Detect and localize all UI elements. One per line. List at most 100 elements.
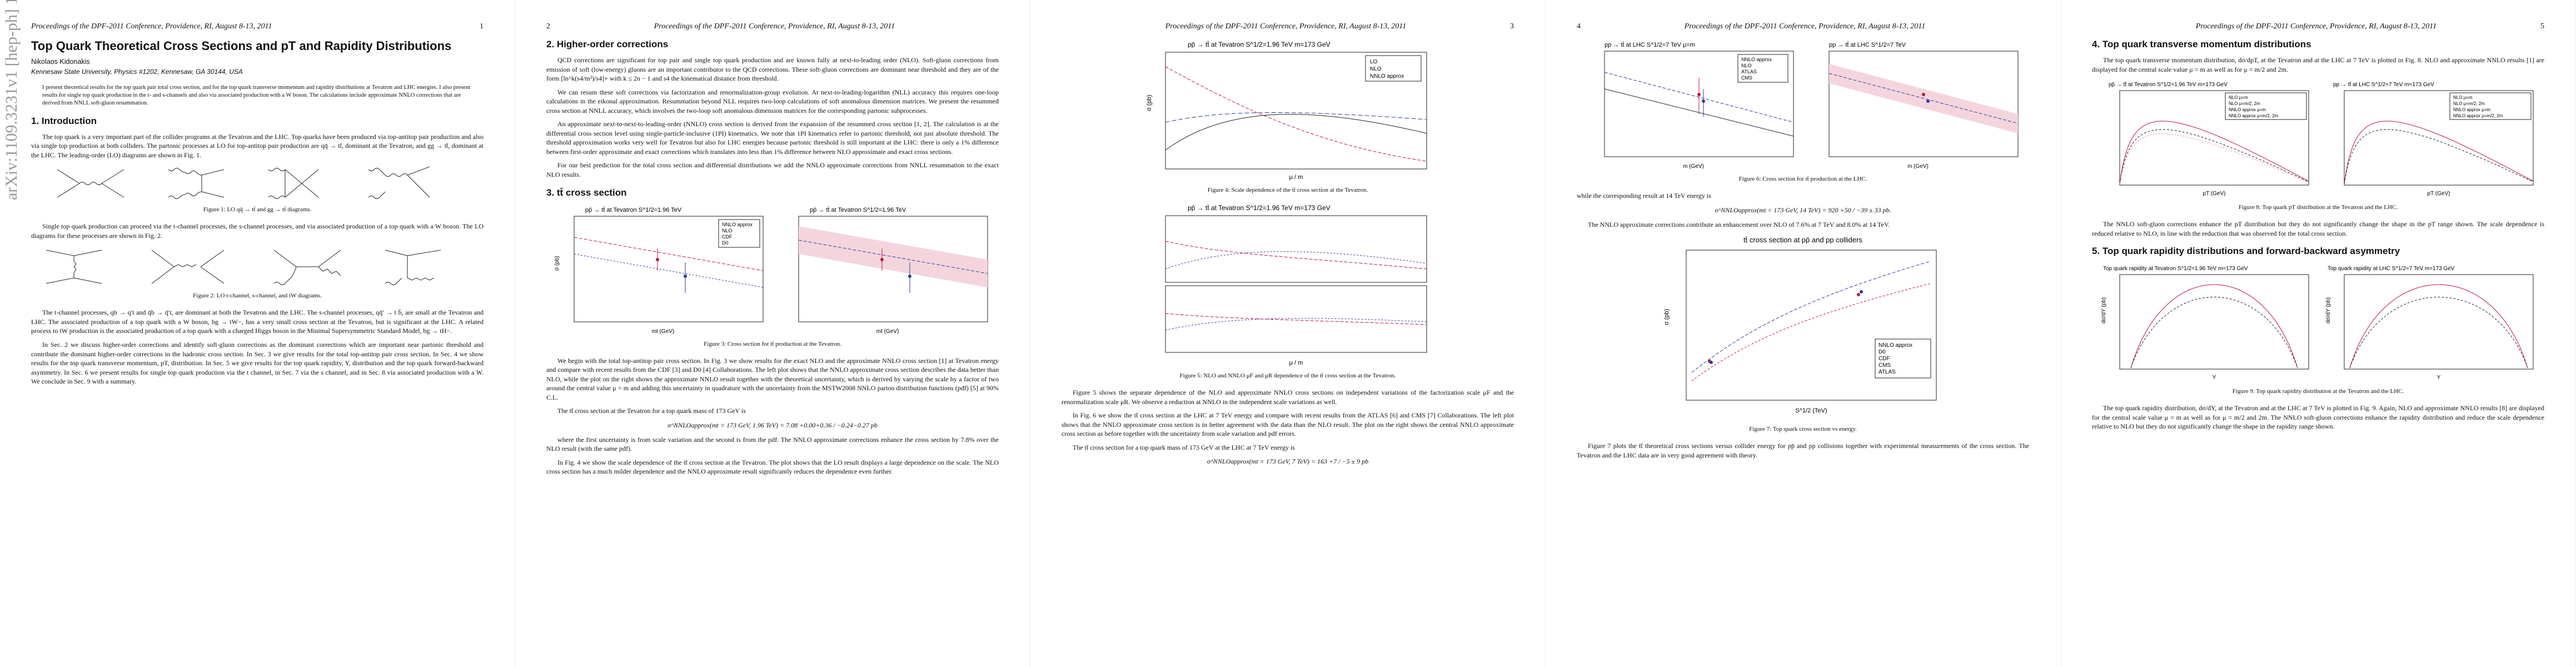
figure-7: tt̄ cross section at pp̄ and pp collider…	[1577, 233, 2029, 422]
plot-legend	[2449, 92, 2532, 120]
running-head-text: Proceedings of the DPF-2011 Conference, …	[654, 22, 895, 31]
fig3-left-plot: pp̄ → tt̄ at Tevatron S^1/2=1.96 TeV NNL…	[554, 206, 764, 335]
figure-caption: Figure 7: Top quark cross section vs ene…	[1749, 426, 1857, 433]
plot-frame	[1165, 52, 1427, 170]
y-axis-label: σ (pb)	[554, 256, 560, 271]
page-number: 5	[2540, 22, 2544, 31]
plot-title: pp̄ → tt̄ at Tevatron S^1/2=1.96 TeV	[585, 206, 682, 213]
paragraph: The t-channel processes, qb → q′t and q̄…	[31, 308, 484, 335]
cdf-point	[1710, 361, 1713, 365]
page-1: Proceedings of the DPF-2011 Conference, …	[0, 0, 515, 667]
plot-frame	[1828, 51, 2019, 157]
nlo-mur-curve	[1165, 241, 1427, 270]
y-axis-label: σ (pb)	[1146, 95, 1153, 111]
fig5-plot: pp̄ → tt̄ at Tevatron S^1/2=1.96 TeV m=1…	[1165, 204, 1427, 366]
fig9-right-plot: Top quark rapidity at LHC S^1/2=7 TeV m=…	[2325, 266, 2534, 381]
running-head: 4 Proceedings of the DPF-2011 Conference…	[1577, 22, 2029, 31]
fig9-left-plot: Top quark rapidity at Tevatron S^1/2=1.9…	[2101, 266, 2309, 381]
paragraph: For our best prediction for the total cr…	[546, 161, 999, 179]
nnlo-curve	[2344, 121, 2534, 185]
page-number: 4	[1577, 22, 1581, 31]
figure-8: pp̄ → tt̄ at Tevatron S^1/2=1.96 TeV m=1…	[2092, 78, 2544, 201]
page-number: 1	[480, 22, 484, 31]
nnlo-curve	[2119, 121, 2309, 185]
x-axis-label: Y	[2437, 375, 2441, 381]
legend-item: LO	[1370, 59, 1378, 65]
plot-frame	[2119, 274, 2309, 370]
paragraph: QCD corrections are significant for top …	[546, 56, 999, 83]
x-axis-label: μ / m	[1289, 360, 1303, 366]
plot-title: pp → tt̄ at LHC S^1/2=7 TeV	[1829, 42, 1906, 48]
x-axis-label: Y	[2213, 375, 2216, 381]
legend-item: NLO μ=m	[2229, 95, 2248, 100]
plot-title: tt̄ cross section at pp̄ and pp collider…	[1743, 236, 1862, 244]
equation: σ^NNLOapprox(mt = 173 GeV, 1.96 TeV) = 7…	[667, 421, 878, 429]
plot-title: pp̄ → tt̄ at Tevatron S^1/2=1.96 TeV m=1…	[1188, 204, 1331, 212]
paragraph: In Fig. 6 we show the tt̄ cross section …	[1062, 411, 1514, 438]
lo-curve	[1165, 66, 1427, 162]
running-head-text: Proceedings of the DPF-2011 Conference, …	[2195, 22, 2437, 31]
legend-item: CMS	[1879, 362, 1891, 369]
atlas-point	[1922, 93, 1925, 96]
legend-item: ATLAS	[1879, 369, 1896, 375]
plot-title: Top quark rapidity at Tevatron S^1/2=1.9…	[2103, 266, 2248, 272]
cms-point	[1857, 293, 1860, 297]
section-heading: 1. Introduction	[31, 115, 97, 126]
plot-frame	[574, 216, 764, 322]
paragraph: The top quark is a very important part o…	[31, 132, 484, 159]
figure-9: Top quark rapidity at Tevatron S^1/2=1.9…	[2092, 262, 2544, 385]
fig6-left-plot: pp → tt̄ at LHC S^1/2=7 TeV μ=m NNLO app…	[1604, 42, 1794, 170]
running-head-text: Proceedings of the DPF-2011 Conference, …	[1684, 22, 1926, 31]
plot-frame	[1604, 51, 1794, 157]
fig8-right-plot: pp → tt̄ at LHC S^1/2=7 TeV m=173 GeV NL…	[2333, 81, 2534, 197]
legend-item: NNLO approx μ=m	[2229, 107, 2266, 112]
equation: σ^NNLOapprox(mt = 173 GeV, 14 TeV) = 920…	[1715, 206, 1891, 214]
running-head-text: Proceedings of the DPF-2011 Conference, …	[1165, 22, 1407, 31]
legend-item: D0	[1879, 349, 1886, 355]
x-axis-label: S^1/2 (TeV)	[1795, 407, 1827, 414]
page-2: 2 Proceedings of the DPF-2011 Conference…	[515, 0, 1030, 667]
plot-frame-upper	[1165, 215, 1427, 283]
paragraph: We can resum these soft corrections via …	[546, 88, 999, 115]
plot-frame-lower	[1165, 285, 1427, 353]
nnlo-ppbar-curve	[1691, 283, 1931, 381]
plot-legend	[1737, 54, 1788, 83]
plot-title: pp̄ → tt̄ at Tevatron S^1/2=1.96 TeV m=1…	[2109, 81, 2228, 88]
nlo-curve	[1165, 114, 1427, 151]
nnlo-mur-curve	[1165, 313, 1427, 325]
section-heading: 5. Top quark rapidity distributions and …	[2092, 246, 2400, 257]
legend-item: CMS	[1741, 75, 1752, 81]
running-head-text: Proceedings of the DPF-2011 Conference, …	[31, 22, 272, 31]
x-axis-label: m (GeV)	[1683, 163, 1704, 170]
paragraph: while the corresponding result at 14 TeV…	[1577, 192, 1711, 200]
figure-6: pp → tt̄ at LHC S^1/2=7 TeV μ=m NNLO app…	[1577, 39, 2029, 172]
legend-item: NNLO approx μ=m	[2453, 107, 2490, 112]
equation: σ^NNLOapprox(mt = 173 GeV, 7 TeV) = 163 …	[1207, 457, 1369, 466]
page-5: Proceedings of the DPF-2011 Conference, …	[2061, 0, 2576, 667]
atlas-point	[1860, 290, 1863, 294]
fig6-right-plot: pp → tt̄ at LHC S^1/2=7 TeV m (GeV)	[1828, 42, 2019, 170]
paragraph: The top quark rapidity distribution, dσ/…	[2092, 404, 2544, 431]
legend-item: NNLO approx	[722, 222, 753, 227]
legend-item: NLO	[722, 228, 733, 233]
figure-caption: Figure 4: Scale dependence of the tt̄ cr…	[1207, 187, 1368, 193]
paragraph: Single top quark production can proceed …	[31, 222, 484, 240]
fig3-right-plot: pp̄ → tt̄ at Tevatron S^1/2=1.96 TeV mt …	[798, 206, 988, 335]
paragraph: where the first uncertainty is from scal…	[546, 435, 999, 453]
nlo-curve	[2349, 297, 2528, 369]
plot-legend	[1365, 55, 1422, 82]
legend-item: NNLO approx μ=m/2, 2m	[2453, 113, 2503, 118]
legend-item: CDF	[1879, 356, 1890, 362]
legend-item: NNLO approx μ=m/2, 2m	[2229, 113, 2279, 118]
plot-legend	[1875, 339, 1931, 379]
plot-title: pp → tt̄ at LHC S^1/2=7 TeV m=173 GeV	[2333, 81, 2434, 88]
paragraph: The tt̄ cross section for a top quark ma…	[1073, 443, 1295, 451]
running-head: Proceedings of the DPF-2011 Conference, …	[1062, 22, 1514, 31]
running-head: Proceedings of the DPF-2011 Conference, …	[31, 22, 484, 31]
figure-caption: Figure 1: LO qq̄ → tt̄ and gg → tt̄ diag…	[203, 206, 312, 213]
nnlo-curve	[2349, 284, 2528, 369]
nlo-curve	[574, 253, 764, 288]
plot-title: pp̄ → tt̄ at Tevatron S^1/2=1.96 TeV	[810, 206, 906, 213]
legend-item: ATLAS	[1741, 69, 1757, 74]
page-3: Proceedings of the DPF-2011 Conference, …	[1030, 0, 1546, 667]
